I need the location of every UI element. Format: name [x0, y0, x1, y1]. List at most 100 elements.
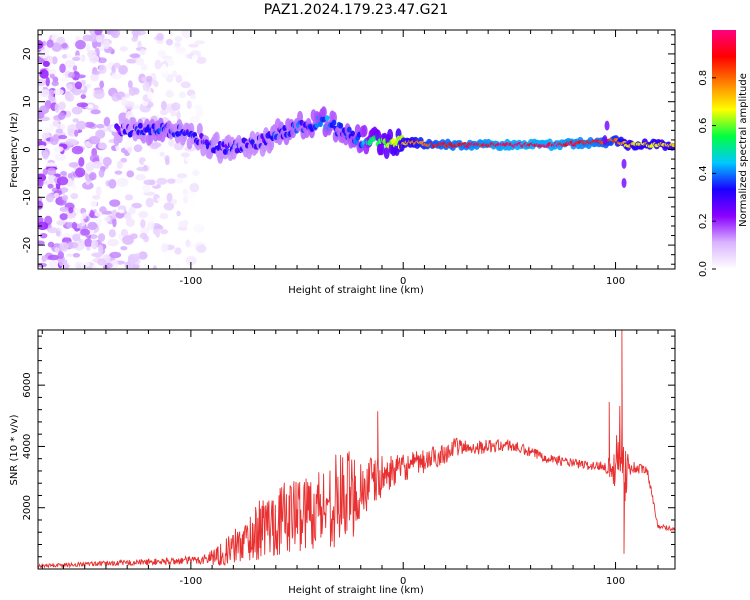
spectrogram-noise-cell [54, 103, 60, 113]
spectrogram-noise-cell [184, 157, 191, 162]
spectrogram-noise-cell [176, 173, 188, 179]
spectrogram-noise-cell [71, 106, 83, 115]
spectrogram-noise-cell [159, 212, 169, 220]
spectrogram-noise-cell [103, 39, 110, 50]
spectrogram-noise-cell [186, 197, 196, 207]
spectrogram-noise-cell [95, 35, 102, 42]
spectrogram-noise-cell [121, 96, 127, 106]
spectrogram-noise-cell [183, 195, 189, 204]
spectrogram-noise-cell [139, 232, 148, 239]
colorbar-ticks: 0.0 0.2 0.4 0.6 0.8 [698, 70, 716, 277]
spectrogram-noise-cell [95, 129, 106, 139]
spectrogram-noise-cell [80, 228, 91, 236]
spectrogram-noise-cell [128, 86, 137, 96]
spectrogram-disturbance [621, 177, 627, 188]
spectrogram-noise-cell [62, 54, 68, 59]
spectrogram-noise-cell [116, 177, 129, 188]
spectrogram-noise-cell [147, 91, 154, 100]
spectrogram-noise-cell [64, 59, 76, 68]
spectrogram-ridge-cell [338, 122, 344, 129]
spectrogram-noise-cell [142, 183, 151, 194]
spectrogram-noise-cell [171, 199, 177, 205]
spectrogram-noise-cell [145, 75, 153, 83]
spectrogram-noise-cell [70, 192, 79, 200]
spectrogram-noise-cell [143, 179, 156, 186]
spectrogram-noise-cell [75, 120, 87, 130]
spectrogram-noise-cell [141, 77, 148, 82]
snr-x-axis: -100 0 100 [41, 330, 659, 587]
spectrogram-noise-cell [56, 220, 66, 226]
y-tick-label: 2000 [22, 495, 33, 520]
spectrogram-noise-cell [131, 202, 143, 209]
x-tick-label: 0 [400, 576, 406, 587]
spectrogram-noise-cell [98, 64, 107, 75]
spectrogram-noise-cell [160, 243, 169, 253]
spectrogram-noise-cell [115, 211, 125, 219]
spectrogram-ridge-cell [318, 121, 323, 128]
spectrogram-noise-cell [125, 93, 130, 99]
spectrogram-noise-cell [171, 102, 181, 111]
spectrogram-noise-cell [91, 70, 101, 75]
spectrogram-noise-cell [137, 40, 142, 49]
spectrogram-noise-cell [189, 93, 197, 100]
spectrogram-frame [37, 29, 676, 270]
spectrogram-noise-cell [171, 70, 178, 78]
spectrogram-noise-cell [175, 46, 187, 54]
spectrogram-noise-cell [189, 115, 200, 123]
spectrogram-noise-cell [46, 167, 57, 176]
spectrogram-ridge-halo [196, 122, 203, 135]
spectrogram-noise-cell [91, 252, 103, 258]
spectrogram-noise-cell [38, 200, 44, 210]
spectrogram-noise-cell [193, 224, 205, 233]
spectrogram-noise-cell [55, 146, 64, 152]
spectrogram-noise-cell [146, 221, 155, 231]
spectrogram-noise-cell [145, 197, 154, 208]
spectrogram-noise-cell [136, 166, 149, 172]
spectrogram-noise-cell [61, 194, 69, 201]
spectrogram-noise-cell [124, 194, 134, 201]
spectrogram-noise-cell [48, 94, 53, 101]
spectrogram-noise-cell [140, 226, 150, 235]
colorbar: 0.0 0.2 0.4 0.6 0.8 Normalized spectral ampl… [698, 30, 749, 277]
spectrogram-noise-cell [127, 253, 139, 264]
spectrogram-noise-cell [56, 176, 69, 186]
spectrogram-noise-cell [71, 183, 77, 190]
spectrogram-noise-cell [72, 56, 81, 61]
spectrogram-noise-cell [159, 151, 165, 157]
spectrogram-noise-cell [129, 53, 141, 59]
spectrogram-noise-cell [85, 161, 95, 172]
spectrogram-noise-cell [189, 182, 200, 193]
spectrogram-noise-cell [177, 225, 188, 231]
spectrogram-noise-cell [139, 48, 146, 56]
y-tick-label: -10 [22, 189, 33, 205]
spectrogram-noise-cell [159, 109, 168, 116]
spectrogram-noise-cell [156, 197, 164, 202]
spectrogram-noise-cell [185, 239, 191, 248]
spectrogram-noise-cell [84, 121, 95, 128]
spectrogram-noise-cell [59, 63, 66, 74]
spectrogram-noise-cell [93, 89, 105, 100]
spectrogram-ridge-halo [213, 131, 220, 144]
spectrogram-noise-cell [77, 239, 85, 250]
spectrogram-noise-cell [140, 63, 148, 71]
spectrogram-ridge-halo [320, 106, 327, 119]
spectrogram-noise-cell [175, 263, 180, 269]
spectrogram-noise-cell [153, 149, 161, 155]
spectrogram-noise-cell [142, 81, 150, 92]
colorbar-label: Normalized spectral amplitude [738, 73, 749, 227]
spectrogram-noise-cell [103, 116, 111, 127]
spectrogram-noise-cell [166, 192, 173, 203]
spectrogram-disturbance [604, 120, 610, 131]
spectrogram-noise-cell [88, 198, 98, 208]
spectrogram-noise-cell [111, 209, 118, 220]
spectrogram-ridge-cell [671, 143, 675, 148]
y-tick-label: 0 [22, 146, 33, 152]
spectrogram-noise-cell [186, 100, 192, 110]
spectrogram-noise-cell [161, 63, 168, 74]
spectrogram-noise-cell [38, 240, 45, 246]
spectrogram-noise-cell [81, 212, 87, 220]
spectrogram-noise-cell [174, 247, 182, 255]
spectrogram-noise-cell [112, 217, 117, 228]
snr-y-label: SNR (10 * v/v) [9, 414, 20, 485]
